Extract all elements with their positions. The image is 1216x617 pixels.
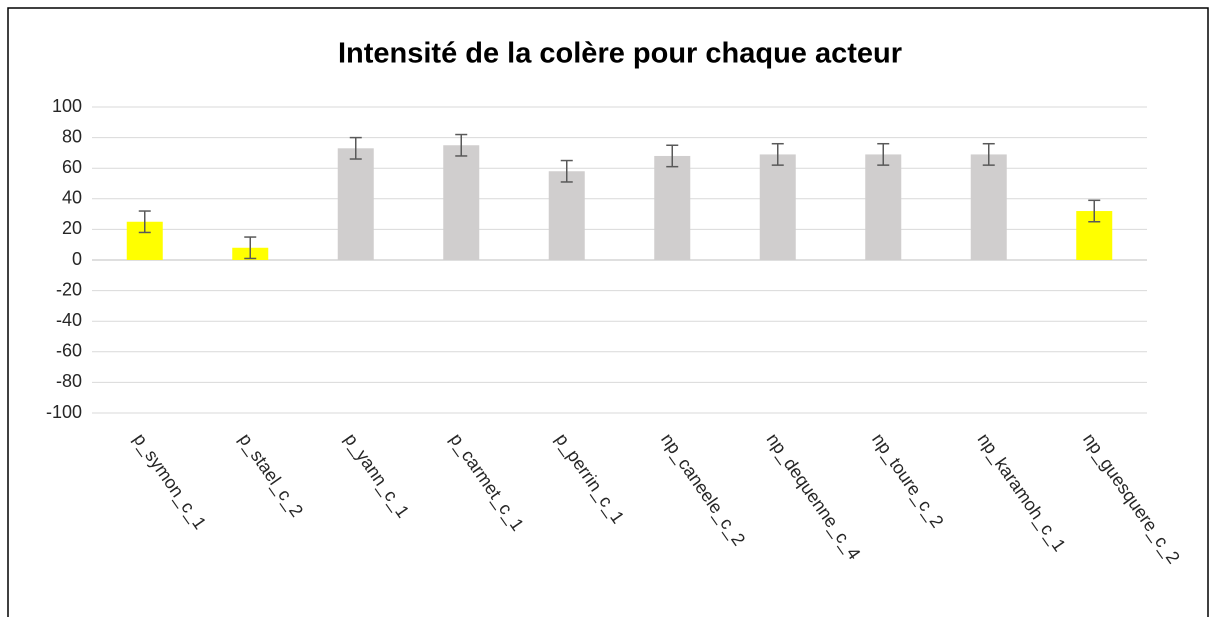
y-tick-label: -60: [56, 341, 82, 361]
x-tick-label: np_dequenne_c_4: [762, 430, 865, 564]
x-tick-label: np_caneele_c_2: [656, 430, 749, 550]
y-tick-label: -40: [56, 310, 82, 330]
bar: [443, 145, 480, 260]
bar: [337, 148, 374, 260]
error-bar: [349, 136, 362, 160]
error-bar: [244, 236, 257, 260]
error-bar: [771, 142, 784, 166]
x-tick-label: p_symon_c_1: [129, 430, 210, 534]
x-tick-label: p_yann_c_1: [340, 430, 413, 522]
y-tick-label: -20: [56, 279, 82, 299]
y-tick-label: 100: [52, 96, 82, 116]
bar: [548, 171, 585, 260]
bar: [970, 154, 1007, 260]
x-tick-label: p_carmet_c_1: [445, 430, 528, 535]
bar: [865, 154, 902, 260]
error-bar: [982, 142, 995, 166]
y-tick-label: 60: [62, 157, 82, 177]
error-bar: [1088, 199, 1101, 223]
error-bar: [666, 144, 679, 168]
y-tick-label: 40: [62, 188, 82, 208]
bar: [759, 154, 796, 260]
x-tick-label: np_toure_c_2: [867, 430, 947, 532]
x-tick-label: np_karamoh_c_1: [973, 430, 1070, 556]
y-tick-label: 80: [62, 126, 82, 146]
chart-title: Intensité de la colère pour chaque acteu…: [338, 38, 902, 70]
x-tick-label: p_perrin_c_1: [551, 430, 628, 528]
x-tick-label: p_stael_c_2: [234, 430, 307, 522]
error-bar: [877, 142, 890, 166]
error-bar: [455, 133, 468, 157]
y-tick-label: 20: [62, 218, 82, 238]
error-bar: [560, 159, 573, 183]
y-tick-label: -80: [56, 371, 82, 391]
chart-frame: [7, 7, 1209, 617]
y-tick-label: -100: [46, 402, 82, 422]
y-tick-label: 0: [72, 249, 82, 269]
error-bar: [138, 210, 151, 234]
x-tick-label: np_guesquere_c_2: [1078, 430, 1184, 568]
bar: [654, 155, 691, 260]
